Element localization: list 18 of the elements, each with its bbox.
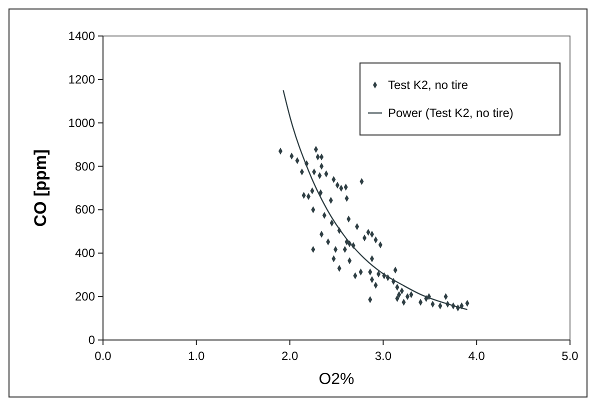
y-tick-label: 1200 xyxy=(68,72,96,86)
y-tick-label: 400 xyxy=(74,246,96,260)
x-tick-label: 5.0 xyxy=(562,349,579,363)
y-tick-label: 0 xyxy=(88,333,96,347)
x-tick-label: 2.0 xyxy=(281,349,298,363)
x-tick-label: 0.0 xyxy=(94,349,112,363)
legend-label: Power (Test K2, no tire) xyxy=(388,106,514,120)
y-axis-title: CO [ppm] xyxy=(31,149,50,227)
y-tick-label: 1000 xyxy=(68,116,96,130)
y-tick-label: 800 xyxy=(74,159,96,174)
y-tick-label: 200 xyxy=(74,290,96,304)
y-tick-label: 1400 xyxy=(68,29,96,43)
x-tick-label: 1.0 xyxy=(188,349,206,363)
x-axis-title: O2% xyxy=(318,371,354,388)
x-tick-label: 4.0 xyxy=(468,349,486,363)
legend-label: Test K2, no tire xyxy=(388,78,468,92)
x-tick-label: 3.0 xyxy=(374,349,392,363)
y-tick-label: 600 xyxy=(74,202,96,217)
